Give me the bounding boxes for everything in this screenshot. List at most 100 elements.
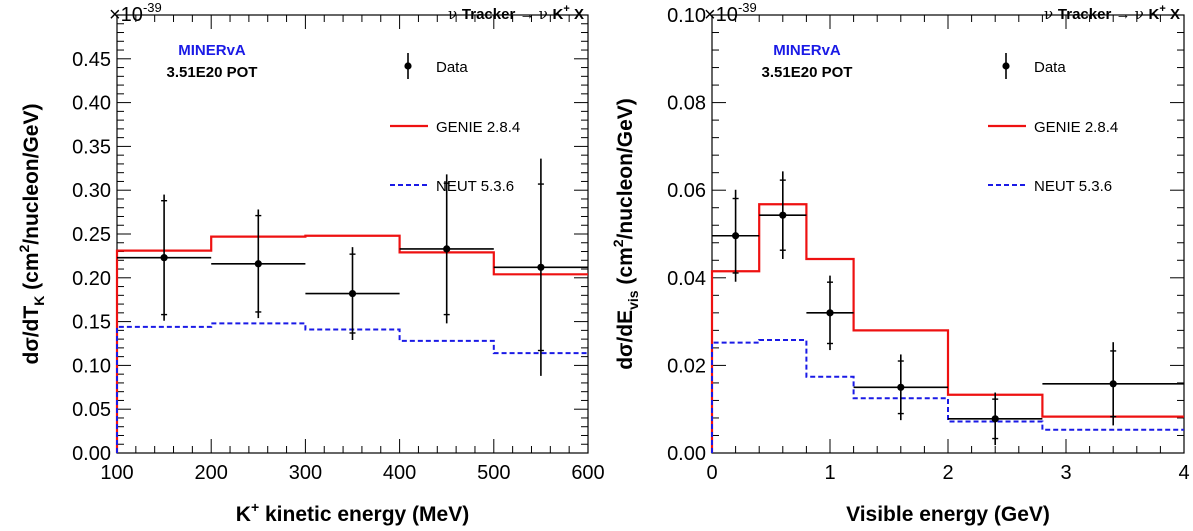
y-axis-label-post: /nucleon/GeV) (614, 98, 637, 239)
y-tick-label: 0.10 (72, 355, 111, 377)
y-tick-label: 0.05 (72, 399, 111, 421)
header-arrow: → (519, 6, 538, 23)
header-label: ν Tracker → ν K+ X (1044, 3, 1180, 23)
y-tick-label: 0.35 (72, 136, 111, 158)
header-label: ν Tracker → ν K+ X (448, 3, 584, 23)
y-exponent-base: ×10 (109, 4, 143, 26)
x-axis-label-sup: + (251, 499, 259, 515)
y-tick-label: 0.30 (72, 180, 111, 202)
data-point (1109, 380, 1117, 388)
data-point (826, 309, 834, 317)
neut-histogram (116, 322, 588, 453)
chart-panel-1: 100 200 300 400 500 600 0.00 0.05 0.10 0.15 0.20 0.… (16, 0, 605, 526)
x-tick-label: 200 (195, 462, 228, 484)
genie-histogram (115, 234, 588, 453)
header-final-state: K (1149, 6, 1160, 23)
data-point (897, 383, 905, 391)
y-axis-label-sub: vis (625, 290, 641, 310)
chart-panel-2: 0 1 2 3 4 0.00 0.02 0.04 0.06 0.08 0.10×10-39 ν Tra… (610, 0, 1190, 526)
y-tick-label: 0.00 (667, 443, 706, 465)
header-final-state-tail: X (570, 6, 584, 23)
header-final-state-sup: + (563, 3, 569, 15)
data-point (991, 415, 999, 423)
y-exponent-base: ×10 (704, 4, 738, 26)
y-tick-label: 0.02 (667, 355, 706, 377)
pot-label: 3.51E20 POT (762, 64, 853, 81)
legend-label: GENIE 2.8.4 (1034, 119, 1118, 136)
y-tick-label: 0.40 (72, 93, 111, 115)
y-tick-label: 0.06 (667, 180, 706, 202)
x-tick-label: 3 (1060, 462, 1071, 484)
y-tick-label: 0.20 (72, 268, 111, 290)
x-tick-label: 4 (1178, 462, 1189, 484)
legend-label: Data (1034, 59, 1066, 76)
data-point (254, 260, 262, 268)
genie-histogram (710, 203, 1184, 453)
legend-label: NEUT 5.3.6 (1034, 178, 1112, 195)
x-axis-label-main: K (236, 503, 251, 526)
x-tick-label: 100 (100, 462, 133, 484)
data-point (732, 232, 740, 240)
collaboration-label: MINERvA (773, 42, 841, 59)
x-tick-label: 2 (942, 462, 953, 484)
y-tick-label: 0.15 (72, 312, 111, 334)
x-tick-label: 500 (477, 462, 510, 484)
x-tick-label: 0 (706, 462, 717, 484)
collaboration-label: MINERvA (178, 42, 246, 59)
header-nu: ν (539, 5, 553, 23)
legend-item-neut-5-3-6: NEUT 5.3.6 (988, 178, 1112, 195)
y-exponent-power: -39 (143, 0, 162, 15)
pot-label: 3.51E20 POT (167, 64, 258, 81)
y-axis-label-mid: (cm (20, 252, 43, 295)
y-axis-label-mid: (cm (614, 247, 637, 290)
data-point (348, 289, 357, 298)
header-nu: ν (448, 5, 462, 23)
legend-label: NEUT 5.3.6 (436, 178, 514, 195)
legend-item-data: Data (404, 53, 468, 79)
y-axis-label: dσ/dEvis (cm2/nucleon/GeV) (610, 98, 641, 370)
y-exponent-label: ×10-39 (109, 0, 162, 26)
y-axis-label: dσ/dTK (cm2/nucleon/GeV) (16, 104, 47, 365)
x-tick-label: 600 (571, 462, 604, 484)
y-axis-label-post: /nucleon/GeV) (20, 104, 43, 245)
y-axis-label-pre: dσ/dT (20, 306, 43, 365)
x-tick-label: 1 (824, 462, 835, 484)
y-tick-label: 0.10 (667, 5, 706, 27)
y-axis-label-pre: dσ/dE (614, 310, 637, 370)
y-exponent-power: -39 (738, 0, 757, 15)
data-point (537, 263, 545, 271)
x-axis-label: K+ kinetic energy (MeV) (236, 499, 469, 526)
y-axis-label-sup: 2 (610, 239, 626, 247)
header-nu: ν (1044, 5, 1058, 23)
legend-marker-point (1002, 62, 1010, 70)
legend-item-genie-2-8-4: GENIE 2.8.4 (988, 119, 1118, 136)
legend-item-genie-2-8-4: GENIE 2.8.4 (390, 119, 520, 136)
header-tracker: Tracker (462, 6, 520, 23)
data-point (779, 211, 787, 219)
legend-label: Data (436, 59, 468, 76)
x-tick-label: 400 (383, 462, 416, 484)
legend-item-data: Data (1002, 53, 1066, 79)
legend-item-neut-5-3-6: NEUT 5.3.6 (390, 178, 514, 195)
header-nu: ν (1135, 5, 1149, 23)
data-point (160, 254, 168, 262)
y-axis-label-sup: 2 (16, 244, 32, 252)
y-tick-label: 0.00 (72, 443, 111, 465)
x-axis-label: Visible energy (GeV) (846, 503, 1050, 526)
legend-label: GENIE 2.8.4 (436, 119, 520, 136)
header-arrow: → (1115, 6, 1134, 23)
neut-histogram (711, 338, 1184, 453)
y-tick-label: 0.25 (72, 224, 111, 246)
header-final-state-tail: X (1166, 6, 1180, 23)
x-axis-label-main: Visible energy (GeV) (846, 503, 1050, 526)
data-point (443, 245, 451, 253)
header-final-state: K (553, 6, 564, 23)
header-tracker: Tracker (1058, 6, 1116, 23)
legend-marker-point (404, 62, 412, 70)
x-axis-label-rest: kinetic energy (MeV) (259, 503, 469, 526)
y-tick-label: 0.08 (667, 93, 706, 115)
y-tick-label: 0.45 (72, 49, 111, 71)
y-exponent-label: ×10-39 (704, 0, 757, 26)
header-final-state-sup: + (1159, 3, 1165, 15)
